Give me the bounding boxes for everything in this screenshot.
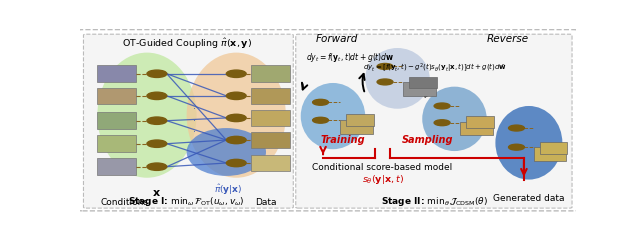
FancyBboxPatch shape (251, 87, 290, 104)
Text: OT-Guided Coupling $\hat{\pi}(\mathbf{x}, \mathbf{y})$: OT-Guided Coupling $\hat{\pi}(\mathbf{x}… (122, 36, 252, 51)
Circle shape (227, 70, 246, 77)
Circle shape (147, 117, 167, 124)
Circle shape (227, 92, 246, 99)
Ellipse shape (97, 53, 196, 178)
Text: ·
·
·: · · · (193, 104, 196, 137)
Circle shape (147, 92, 167, 99)
FancyBboxPatch shape (97, 87, 136, 104)
Text: Conditional score-based model: Conditional score-based model (312, 163, 452, 172)
FancyBboxPatch shape (97, 158, 136, 175)
FancyBboxPatch shape (77, 30, 579, 211)
FancyBboxPatch shape (97, 112, 136, 129)
FancyBboxPatch shape (534, 147, 566, 161)
FancyBboxPatch shape (403, 82, 436, 96)
Ellipse shape (187, 53, 286, 178)
Ellipse shape (365, 48, 429, 109)
FancyBboxPatch shape (340, 120, 372, 134)
Circle shape (147, 163, 167, 170)
Ellipse shape (422, 87, 487, 151)
Circle shape (434, 103, 450, 109)
Text: $\hat{\pi}(\mathbf{y}|\mathbf{x})$: $\hat{\pi}(\mathbf{y}|\mathbf{x})$ (214, 182, 242, 197)
Circle shape (312, 117, 328, 123)
FancyBboxPatch shape (251, 110, 290, 126)
Circle shape (509, 144, 524, 150)
Circle shape (147, 70, 167, 77)
Text: Sampling: Sampling (401, 135, 453, 145)
Circle shape (434, 120, 450, 126)
Ellipse shape (495, 106, 563, 179)
Text: Data: Data (255, 198, 276, 207)
Circle shape (312, 99, 328, 105)
FancyBboxPatch shape (97, 65, 136, 82)
FancyBboxPatch shape (251, 65, 290, 82)
Text: $dy_t = [f(\mathbf{y}_t, t) - g^2(t)s_{\theta}(\mathbf{y}_t|\mathbf{x}, t)]dt + : $dy_t = [f(\mathbf{y}_t, t) - g^2(t)s_{\… (363, 62, 507, 75)
Text: Reverse: Reverse (486, 34, 529, 44)
Circle shape (377, 79, 393, 85)
Text: $\mathbf{x}$: $\mathbf{x}$ (152, 188, 161, 198)
Text: Stage II: $\mathrm{min}_{\theta}\, \mathcal{J}_{\mathrm{CDSM}}(\theta)$: Stage II: $\mathrm{min}_{\theta}\, \math… (381, 195, 488, 208)
Circle shape (509, 125, 524, 131)
Circle shape (227, 114, 246, 122)
Text: Training: Training (321, 135, 365, 145)
Text: Forward: Forward (316, 34, 358, 44)
Circle shape (377, 64, 393, 69)
FancyBboxPatch shape (97, 136, 136, 152)
Text: $dy_t = f(\mathbf{y}_t, t)dt + g(t)d\mathbf{w}$: $dy_t = f(\mathbf{y}_t, t)dt + g(t)d\mat… (306, 51, 394, 64)
Circle shape (227, 136, 246, 144)
FancyBboxPatch shape (346, 114, 374, 126)
Text: Stage I: $\mathrm{min}_{\omega}\, \mathcal{F}_{\mathrm{OT}}(u_{\omega}, v_{\omeg: Stage I: $\mathrm{min}_{\omega}\, \mathc… (129, 195, 245, 208)
FancyBboxPatch shape (410, 77, 436, 88)
Text: Conditions: Conditions (100, 198, 148, 207)
FancyBboxPatch shape (460, 122, 493, 136)
Ellipse shape (187, 128, 266, 176)
Text: $s_{\theta}(\mathbf{y}|\mathbf{x}, t)$: $s_{\theta}(\mathbf{y}|\mathbf{x}, t)$ (362, 173, 404, 186)
Text: Generated data: Generated data (493, 194, 564, 203)
FancyBboxPatch shape (251, 132, 290, 148)
FancyBboxPatch shape (467, 116, 494, 128)
FancyBboxPatch shape (83, 34, 293, 208)
Circle shape (227, 159, 246, 167)
Circle shape (147, 140, 167, 147)
Ellipse shape (301, 83, 365, 149)
FancyBboxPatch shape (296, 34, 572, 208)
FancyBboxPatch shape (251, 155, 290, 171)
FancyBboxPatch shape (540, 142, 567, 154)
